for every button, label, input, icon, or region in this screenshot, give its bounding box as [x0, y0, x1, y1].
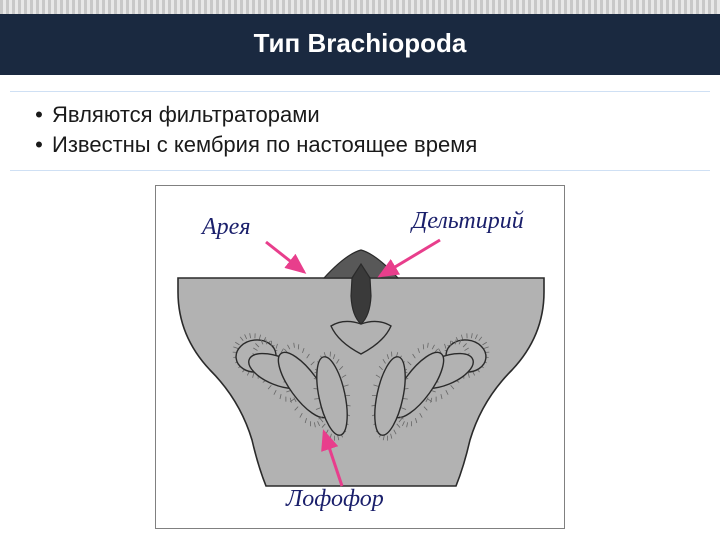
arrow-delthyrium: [380, 240, 440, 276]
bullet-list: Являются фильтраторами Известны с кембри…: [10, 91, 710, 171]
diagram-container: Арея Дельтирий Лофофор: [0, 185, 720, 529]
arrow-area: [266, 242, 304, 272]
slide-title-bar: Тип Brachiopoda: [0, 14, 720, 75]
bullet-item: Известны с кембрия по настоящее время: [20, 130, 700, 160]
slide-title: Тип Brachiopoda: [254, 28, 467, 58]
brachiopod-diagram: Арея Дельтирий Лофофор: [155, 185, 565, 529]
bullet-item: Являются фильтраторами: [20, 100, 700, 130]
decorative-top-border: [0, 0, 720, 14]
label-delthyrium: Дельтирий: [412, 208, 524, 235]
label-lophophore: Лофофор: [286, 486, 384, 513]
label-area: Арея: [202, 214, 250, 241]
